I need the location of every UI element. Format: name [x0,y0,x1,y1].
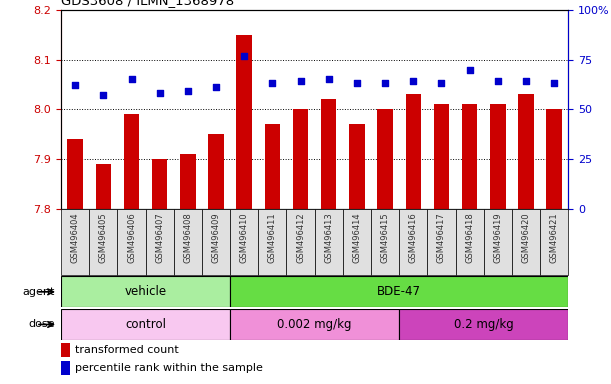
Point [436,80,446,86]
Bar [371,209,399,275]
Text: GSM496413: GSM496413 [324,213,333,263]
Text: GSM496421: GSM496421 [550,213,558,263]
Point [549,80,559,86]
Text: control: control [125,318,166,331]
Point [521,78,531,84]
Bar [399,309,568,340]
Text: GSM496416: GSM496416 [409,213,418,263]
Bar [321,99,337,209]
Point [296,78,306,84]
Bar [540,209,568,275]
Bar [230,276,568,307]
Text: GSM496404: GSM496404 [71,213,79,263]
Text: GSM496418: GSM496418 [465,213,474,263]
Bar [546,109,562,209]
Text: GSM496409: GSM496409 [211,213,221,263]
Point [155,90,164,96]
Point [98,93,108,99]
Bar [434,104,449,209]
Point [352,80,362,86]
Text: GDS3608 / ILMN_1368978: GDS3608 / ILMN_1368978 [61,0,234,7]
Point [380,80,390,86]
Text: agent: agent [23,287,55,297]
Text: GSM496414: GSM496414 [353,213,362,263]
Text: GSM496412: GSM496412 [296,213,305,263]
Bar [145,209,174,275]
Point [465,66,475,73]
Point [126,76,136,83]
Point [493,78,503,84]
Point [70,83,80,89]
Bar [399,209,427,275]
Text: GSM496411: GSM496411 [268,213,277,263]
Bar [117,209,145,275]
Bar [490,104,505,209]
Bar [230,309,399,340]
Bar [518,94,534,209]
Text: 0.002 mg/kg: 0.002 mg/kg [277,318,352,331]
Text: GSM496410: GSM496410 [240,213,249,263]
Bar [265,124,280,209]
Text: GSM496419: GSM496419 [493,213,502,263]
Bar [89,209,117,275]
Text: GSM496415: GSM496415 [381,213,390,263]
Bar [315,209,343,275]
Bar [202,209,230,275]
Text: GSM496420: GSM496420 [521,213,530,263]
Bar [61,309,230,340]
Bar [61,276,230,307]
Text: vehicle: vehicle [125,285,167,298]
Bar [378,109,393,209]
Point [211,84,221,91]
Bar [406,94,421,209]
Bar [343,209,371,275]
Bar [512,209,540,275]
Text: dose: dose [29,319,55,329]
Point [268,80,277,86]
Bar [61,361,70,375]
Bar [349,124,365,209]
Bar [174,209,202,275]
Text: BDE-47: BDE-47 [377,285,421,298]
Text: GSM496417: GSM496417 [437,213,446,263]
Point [240,53,249,59]
Bar [287,209,315,275]
Bar [180,154,196,209]
Bar [124,114,139,209]
Bar [67,139,83,209]
Text: GSM496406: GSM496406 [127,213,136,263]
Text: 0.2 mg/kg: 0.2 mg/kg [454,318,514,331]
Bar [152,159,167,209]
Text: transformed count: transformed count [75,345,178,356]
Bar [293,109,309,209]
Point [324,76,334,83]
Bar [484,209,512,275]
Text: GSM496408: GSM496408 [183,213,192,263]
Bar [230,209,258,275]
Bar [427,209,456,275]
Bar [236,35,252,209]
Bar [208,134,224,209]
Bar [95,164,111,209]
Text: GSM496405: GSM496405 [99,213,108,263]
Bar [258,209,287,275]
Point [183,88,193,94]
Text: GSM496407: GSM496407 [155,213,164,263]
Bar [61,209,89,275]
Bar [456,209,484,275]
Point [408,78,418,84]
Text: percentile rank within the sample: percentile rank within the sample [75,362,263,373]
Bar [61,343,70,357]
Bar [462,104,477,209]
